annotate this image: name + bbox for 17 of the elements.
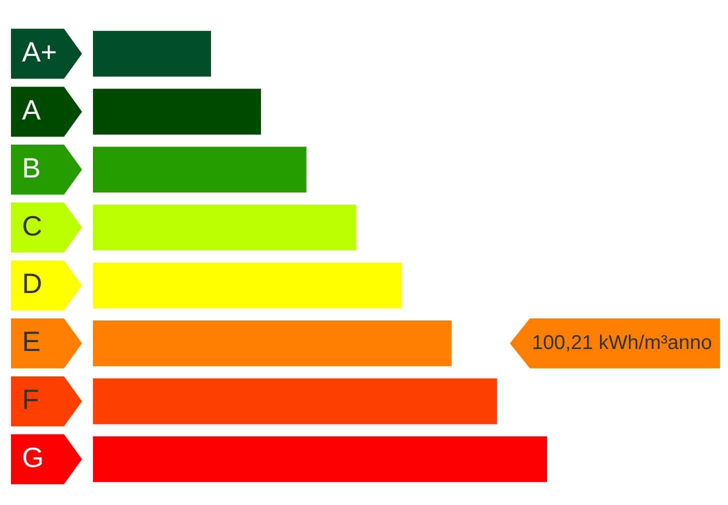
bar — [93, 146, 306, 192]
y-tick-label: F — [22, 384, 40, 416]
y-tick-label: E — [22, 326, 41, 358]
bar — [93, 436, 547, 482]
y-tick-label: A — [22, 94, 41, 126]
y-tick-label: C — [22, 210, 42, 242]
bar — [93, 30, 212, 77]
bar — [93, 320, 452, 366]
y-tick-label: G — [22, 442, 44, 473]
annotation: 100,21 kWh/m³anno — [532, 332, 712, 354]
bar — [93, 378, 498, 424]
y-tick-label: D — [22, 268, 42, 300]
y-tick-label: B — [22, 152, 41, 184]
bar — [93, 262, 402, 308]
y-tick-label: A+ — [22, 36, 58, 68]
bar — [93, 88, 261, 135]
bar — [93, 204, 356, 250]
